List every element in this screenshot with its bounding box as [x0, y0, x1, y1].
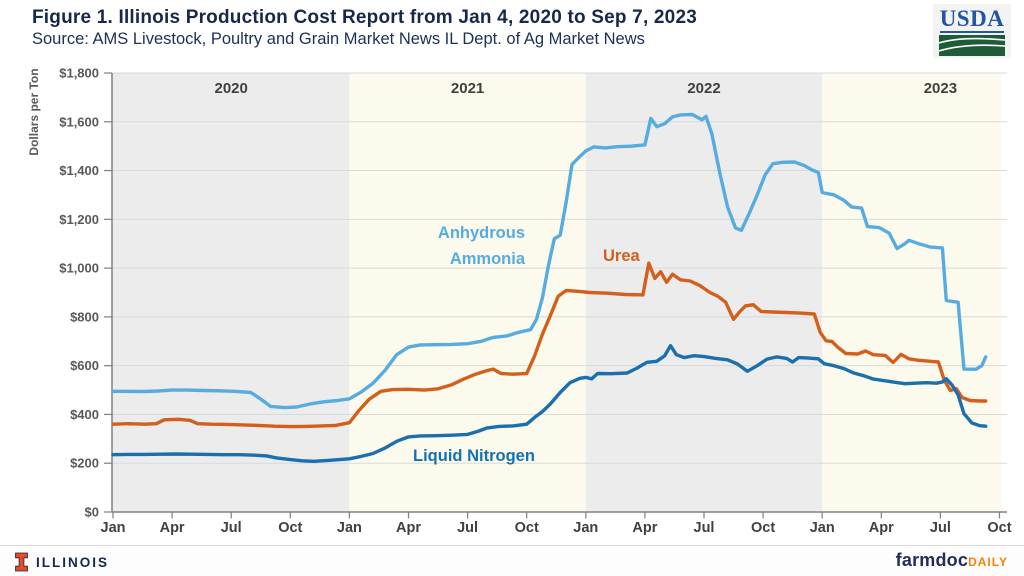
x-tick-label-7: Oct	[515, 520, 539, 536]
illinois-logo: ILLINOIS	[14, 552, 109, 572]
urea-series-label: Urea	[603, 247, 641, 265]
usda-field-icon	[939, 34, 1005, 56]
liquid-nitrogen-series-label: Liquid Nitrogen	[413, 447, 535, 465]
x-tick-label-8: Jan	[573, 520, 598, 536]
year-band-2021	[349, 73, 586, 512]
x-tick-label-9: Apr	[632, 520, 657, 536]
year-band-2020	[112, 73, 350, 512]
y-axis-title: Dollars per Ton	[27, 68, 41, 155]
y-tick-label-1400: $1,400	[59, 163, 99, 178]
y-tick-label-1200: $1,200	[59, 212, 99, 227]
production-cost-chart: $0 $200 $400 $600 $800 $1,000 $1,200 $1,400 $1,6…	[27, 66, 1012, 537]
x-tick-label-6: Jul	[457, 520, 478, 536]
year-band-2022	[585, 73, 823, 512]
x-tick-label-11: Oct	[751, 520, 775, 536]
y-tick-label-200: $200	[70, 456, 99, 471]
x-tick-label-10: Jul	[694, 520, 715, 536]
x-tick-label-3: Oct	[278, 520, 302, 536]
farmdoc-daily-logo: farmdoc DAILY	[896, 550, 1008, 571]
y-tick-label-0: $0	[85, 505, 99, 520]
year-label-2022: 2022	[687, 80, 720, 97]
y-tick-label-400: $400	[70, 407, 99, 422]
y-tick-label-1600: $1,600	[59, 114, 99, 129]
x-tick-label-5: Apr	[396, 520, 421, 536]
x-tick-label-0: Jan	[101, 520, 126, 536]
y-tick-label-800: $800	[70, 309, 99, 324]
x-tick-label-4: Jan	[337, 520, 362, 536]
figure-source: Source: AMS Livestock, Poultry and Grain…	[32, 30, 645, 48]
block-i-icon	[15, 552, 28, 572]
footer-bar: ILLINOIS farmdoc DAILY	[0, 545, 1024, 576]
x-tick-label-1: Apr	[160, 520, 185, 536]
x-tick-label-14: Jul	[930, 520, 951, 536]
year-band-2023	[822, 73, 1002, 512]
x-tick-label-15: Oct	[987, 520, 1011, 536]
urea-line	[111, 261, 988, 429]
liquid-nitrogen-line	[111, 344, 988, 463]
y-tick-label-1000: $1,000	[59, 261, 99, 276]
year-label-2023: 2023	[924, 80, 957, 97]
farmdoc-daily-wordmark: DAILY	[968, 555, 1008, 569]
figure-title: Figure 1. Illinois Production Cost Repor…	[32, 7, 697, 28]
farmdoc-wordmark: farmdoc	[895, 550, 969, 570]
usda-logo: USDA	[933, 4, 1011, 58]
anhydrous-series-label: Anhydrous	[438, 224, 525, 242]
y-tick-label-1800: $1,800	[59, 66, 99, 81]
year-label-2021: 2021	[451, 80, 484, 97]
usda-logo-text: USDA	[939, 5, 1005, 33]
y-tick-label-600: $600	[70, 358, 99, 373]
x-tick-label-2: Jul	[221, 520, 242, 536]
x-tick-label-13: Apr	[869, 520, 894, 536]
ammonia-series-label: Ammonia	[450, 250, 526, 268]
anhydrous-ammonia-line	[111, 112, 988, 410]
year-label-2020: 2020	[215, 80, 248, 97]
illinois-wordmark: ILLINOIS	[36, 554, 109, 570]
x-tick-label-12: Jan	[810, 520, 835, 536]
